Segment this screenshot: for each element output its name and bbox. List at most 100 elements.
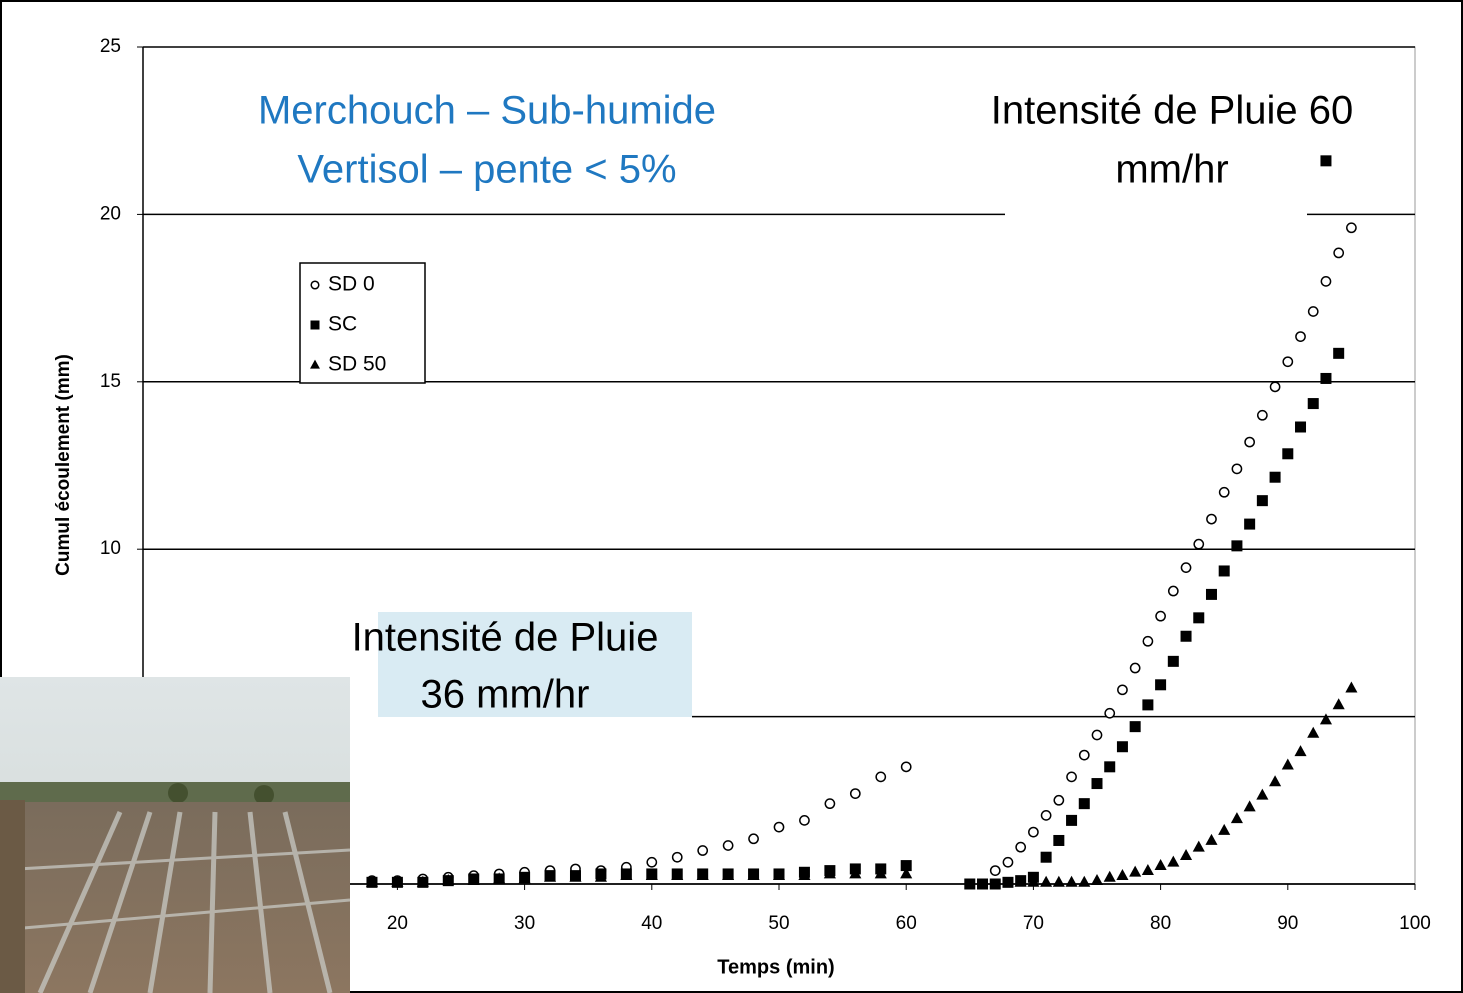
point (1205, 588, 1217, 600)
point (1269, 775, 1282, 787)
y-tick-label: 15 (100, 371, 121, 392)
point (543, 870, 557, 882)
point (1053, 834, 1065, 846)
photo-tree (168, 783, 188, 803)
point (1218, 486, 1230, 498)
point (1256, 788, 1269, 800)
point (1154, 858, 1167, 870)
point (1090, 874, 1104, 886)
photo-furrows (0, 810, 351, 993)
point (874, 867, 887, 879)
point (1116, 869, 1129, 881)
point (1155, 610, 1166, 622)
point (1180, 630, 1192, 642)
point (1091, 778, 1103, 790)
point (1040, 809, 1052, 821)
point (1066, 771, 1077, 783)
photo (0, 677, 351, 993)
point (1167, 655, 1179, 667)
point (798, 869, 811, 881)
point (1027, 875, 1040, 887)
point (1320, 275, 1332, 287)
point (1282, 448, 1294, 460)
point (646, 856, 658, 868)
point (1116, 741, 1128, 753)
points (365, 155, 1358, 890)
point (824, 798, 836, 810)
point (747, 869, 760, 881)
y-tick-label: 10 (100, 538, 121, 559)
point (1333, 247, 1345, 259)
point (1295, 331, 1306, 342)
point (875, 771, 887, 783)
point (1193, 538, 1205, 550)
point (1104, 707, 1116, 719)
point (1180, 562, 1192, 573)
point (467, 874, 480, 886)
point (1040, 875, 1053, 887)
point (1256, 495, 1268, 507)
point (1078, 749, 1090, 761)
point (1066, 814, 1078, 826)
point (1206, 513, 1217, 525)
point (1065, 875, 1078, 887)
point (1129, 865, 1142, 877)
point (1053, 794, 1065, 806)
point (1129, 662, 1141, 674)
point (1244, 518, 1256, 530)
x-tick-label: 70 (1023, 913, 1044, 934)
point (416, 875, 429, 887)
point (1333, 347, 1345, 359)
point (1231, 463, 1243, 475)
x-tick-label: 20 (387, 913, 408, 934)
x-axis-title: Temps (min) (717, 956, 834, 978)
annotation: Intensité de Pluie (352, 616, 659, 660)
y-axis-title: Cumul écoulement (mm) (53, 354, 74, 576)
point (1307, 306, 1319, 317)
point (569, 870, 582, 882)
y-tick-label: 20 (100, 203, 121, 224)
point (1320, 155, 1332, 167)
point (1040, 851, 1052, 863)
point (1346, 222, 1357, 234)
point (1091, 729, 1103, 741)
annotation-highlight (378, 612, 692, 717)
point (518, 872, 531, 884)
point (1218, 823, 1231, 835)
point (365, 875, 379, 887)
point (772, 869, 786, 881)
point (977, 878, 989, 890)
point (722, 869, 735, 881)
point (1319, 713, 1333, 725)
point (1256, 409, 1268, 421)
point (1078, 875, 1091, 887)
x-tick-label: 100 (1399, 913, 1431, 934)
point (1141, 864, 1154, 876)
x-tick-label: 60 (896, 913, 917, 934)
point (748, 833, 759, 845)
point (1269, 381, 1281, 393)
point (989, 865, 1001, 876)
point (1078, 798, 1090, 810)
point (1002, 876, 1014, 888)
point (1167, 855, 1180, 867)
point (1028, 826, 1039, 838)
point (620, 869, 633, 881)
point (1282, 356, 1294, 368)
point (1345, 681, 1358, 693)
point (1117, 684, 1128, 696)
point (900, 761, 912, 773)
point (1155, 679, 1167, 691)
x-tick-label: 30 (514, 913, 535, 934)
x-tick-label: 80 (1150, 913, 1171, 934)
point (671, 851, 683, 863)
annotation: 36 mm/hr (421, 673, 590, 717)
point (1294, 745, 1307, 757)
point (900, 867, 913, 879)
annotation-box (1005, 195, 1307, 235)
point (989, 878, 1001, 890)
point (1167, 585, 1179, 597)
point (442, 874, 455, 886)
point (1218, 565, 1230, 577)
